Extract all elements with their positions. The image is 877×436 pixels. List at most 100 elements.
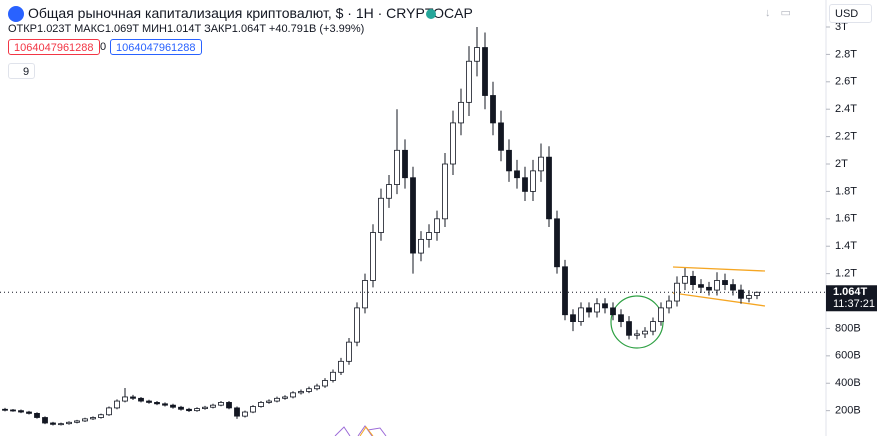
buy-button[interactable]: 1064047961288: [110, 39, 202, 55]
candle-body: [242, 411, 248, 417]
candle-body: [34, 412, 40, 418]
candle-body: [18, 410, 24, 413]
candle-body: [378, 197, 384, 233]
candle-body: [2, 408, 8, 411]
candle-body: [386, 184, 392, 199]
candle-body: [330, 371, 336, 381]
candle-body: [546, 156, 552, 220]
wave-drawing: [334, 425, 387, 436]
candle-body: [26, 411, 32, 414]
candle-body: [722, 280, 728, 285]
channel-line: [672, 266, 766, 272]
candle-body: [50, 422, 56, 425]
currency-button[interactable]: USD: [829, 4, 872, 23]
y-tick-label: 2.2T: [835, 131, 857, 143]
candle-body: [290, 392, 296, 398]
candle-body: [138, 397, 144, 402]
candle-body: [178, 406, 184, 410]
candle-body: [514, 170, 520, 179]
candle-body: [730, 284, 736, 291]
candle-body: [426, 232, 432, 240]
candle-body: [322, 380, 328, 387]
candle-body: [114, 400, 120, 409]
candle-body: [522, 177, 528, 192]
candle-body: [682, 275, 688, 284]
candle-body: [122, 396, 128, 402]
y-tick-label: 800B: [835, 322, 861, 334]
candle-body: [10, 409, 16, 412]
last-price-box: [826, 285, 877, 312]
spread: 0: [100, 41, 107, 53]
candle-body: [234, 407, 240, 417]
candle-body: [586, 307, 592, 313]
candle-body: [362, 280, 368, 309]
candle-body: [434, 218, 440, 233]
candle-body: [594, 303, 600, 313]
y-tick-label: 1.2T: [835, 268, 857, 280]
last-price-label: 1.064T: [833, 286, 868, 298]
candle-body: [258, 402, 264, 407]
y-tick-label: 2.6T: [835, 76, 857, 88]
ohlc: ОТКР1.023T МАКС1.069T МИН1.014T ЗАКР1.06…: [8, 23, 365, 35]
candle-body: [450, 122, 456, 165]
candle-body: [706, 286, 712, 291]
candle-body: [306, 388, 312, 392]
candle-body: [346, 341, 352, 362]
candle-body: [578, 307, 584, 322]
y-tick-label: 400B: [835, 377, 861, 389]
candle-body: [666, 300, 672, 309]
y-tick-label: 200B: [835, 405, 861, 417]
status-dot: [426, 9, 436, 19]
candle-body: [194, 408, 200, 412]
candle-body: [410, 177, 416, 254]
candle-body: [338, 360, 344, 373]
candle-body: [82, 418, 88, 422]
candle-body: [106, 407, 112, 416]
candle-body: [146, 400, 152, 403]
candle-body: [610, 307, 616, 316]
candle-body: [490, 95, 496, 124]
candle-body: [498, 122, 504, 151]
candle-body: [98, 414, 104, 418]
candle-body: [298, 391, 304, 394]
candle-body: [170, 404, 176, 408]
candle-body: [394, 149, 400, 185]
y-tick-label: 600B: [835, 350, 861, 362]
candle-body: [90, 417, 96, 420]
candle-body: [698, 284, 704, 288]
channel-line: [672, 292, 766, 307]
candle-body: [154, 402, 160, 405]
candle-body: [690, 275, 696, 285]
candle-body: [658, 307, 664, 322]
candle-body: [570, 314, 576, 322]
candle-body: [74, 420, 80, 423]
y-tick-label: 2.8T: [835, 48, 857, 60]
sell-button[interactable]: 1064047961288: [8, 39, 100, 55]
candle-body: [466, 60, 472, 103]
candle-body: [642, 330, 648, 335]
candle-body: [458, 101, 464, 124]
candle-body: [266, 400, 272, 403]
candle-body: [130, 396, 136, 399]
candle-body: [210, 404, 216, 408]
candle-body: [714, 280, 720, 291]
y-tick-label: 3T: [835, 21, 848, 33]
candle-body: [218, 402, 224, 406]
candle-body: [562, 266, 568, 316]
circle-drawing: [610, 295, 664, 349]
candle-body: [634, 333, 640, 336]
candle-body: [354, 307, 360, 343]
y-tick-label: 1.6T: [835, 213, 857, 225]
candle-body: [618, 314, 624, 322]
candle-body: [418, 238, 424, 254]
candle-body: [162, 403, 168, 406]
candle-body: [250, 406, 256, 413]
indicators-toggle[interactable]: 9: [8, 63, 36, 79]
candle-body: [274, 397, 280, 402]
toolbar-icons[interactable]: ↓▭: [765, 7, 801, 19]
candle-body: [58, 423, 64, 426]
candle-body: [66, 421, 72, 425]
y-tick-label: 2T: [835, 158, 848, 170]
